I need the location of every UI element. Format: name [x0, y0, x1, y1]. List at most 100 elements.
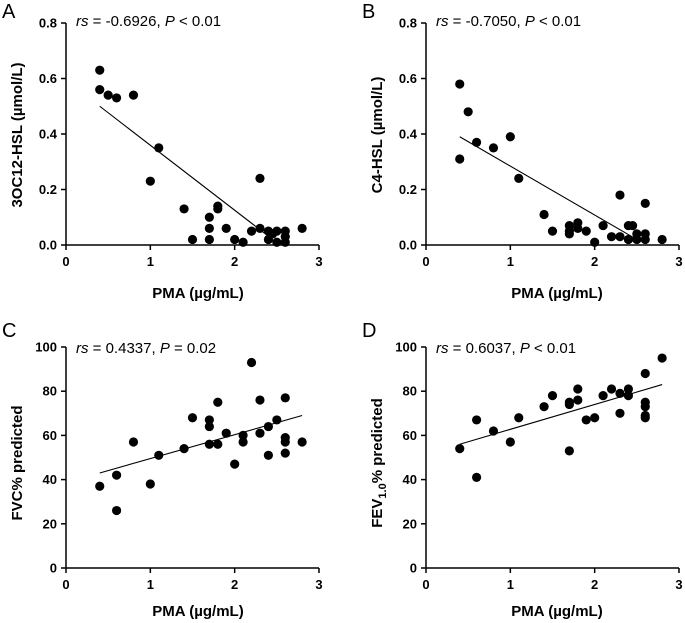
panel-b-data-point	[564, 229, 574, 239]
panel-c-data-point	[204, 415, 214, 425]
panel-b-data-point	[606, 232, 617, 242]
panel-c-data-point	[204, 439, 214, 449]
panel-c-data-point	[255, 395, 265, 405]
panel-a-plot: 0 1 2 3 0.0 0.2 0.4 0.6 0.8	[39, 16, 323, 270]
panel-c-data-point	[213, 397, 223, 407]
panel-d-x-tick-label: 2	[591, 577, 598, 592]
panel-c-stat: rs = 0.4337, P = 0.02	[76, 340, 216, 357]
panel-c-data-point	[280, 448, 290, 458]
panel-a-stat: rs = -0.6926, P < 0.01	[76, 13, 221, 30]
panel-c-data-point	[263, 450, 273, 460]
panel-d-stat: rs = 0.6037, P < 0.01	[436, 340, 576, 357]
panel-c-data-point	[221, 428, 231, 438]
panel-b-y-tick-label: 0.4	[399, 127, 418, 142]
panel-c-y-tick-label: 60	[43, 428, 57, 443]
panel-a-data-point	[204, 212, 214, 222]
panel-a-y-tick-label: 0.4	[39, 127, 58, 142]
panel-c-x-tick-label: 1	[147, 577, 154, 592]
panel-c-data-point	[238, 430, 248, 440]
panel-b-data-point	[488, 143, 499, 153]
panel-c-data-point	[238, 437, 248, 447]
panel-c: C rs = 0.4337, P = 0.02 PMA (µg/mL) FVC%…	[2, 320, 323, 620]
panel-b-data-point	[472, 137, 482, 147]
panel-d-plot: 0 1 2 3 0 20 40 60 80 100	[395, 340, 682, 593]
panel-b-stat: rs = -0.7050, P < 0.01	[436, 13, 581, 30]
panel-a: A rs = -0.6926, P < 0.01 PMA (µg/mL) 3OC…	[2, 1, 323, 302]
panel-b-data-point	[640, 198, 650, 208]
panel-a-data-point	[255, 223, 265, 233]
panel-a-data-point	[272, 226, 282, 236]
panel-c-data-point	[297, 437, 307, 447]
panel-d-data-point	[564, 399, 574, 410]
panel-d: D rs = 0.6037, P < 0.01 PMA (µg/mL) FEV1…	[362, 320, 683, 620]
panel-a-data-point	[95, 65, 105, 75]
panel-c-data-point	[213, 439, 223, 449]
panel-d-x-tick-label: 3	[675, 577, 682, 592]
panel-b-data-point	[590, 237, 600, 247]
panel-a-data-point	[230, 234, 240, 245]
panel-c-data-point	[187, 413, 198, 423]
panel-a-data-point	[238, 237, 248, 247]
panel-c-data-point	[112, 505, 122, 516]
panel-b-y-tick-label: 0.6	[399, 71, 417, 86]
panel-c-data-point	[204, 421, 214, 432]
panel-a-data-point	[179, 204, 189, 214]
panel-a-fit-line	[99, 105, 273, 240]
panel-d-x-tick-label: 1	[507, 577, 514, 592]
panel-c-y-tick-label: 20	[43, 516, 57, 531]
panel-b-data-point	[581, 226, 591, 236]
panel-d-x-tick-label: 0	[422, 577, 429, 592]
panel-b-y-tick-label: 0.8	[399, 16, 417, 31]
panel-d-data-point	[590, 413, 600, 423]
panel-d-data-point	[606, 384, 617, 394]
panel-c-y-tick-label: 100	[35, 340, 57, 355]
panel-a-data-point	[187, 234, 198, 245]
panel-a-y-tick-label: 0.8	[39, 16, 57, 31]
panel-c-plot: 0 1 2 3 0 20 40 60 80 100	[35, 340, 322, 593]
panel-b-letter: B	[362, 1, 375, 23]
panel-d-data-point	[564, 446, 574, 456]
panel-a-letter: A	[2, 1, 16, 23]
panel-a-data-point	[128, 90, 139, 100]
panel-c-y-tick-label: 80	[43, 384, 57, 399]
panel-a-data-point	[280, 237, 290, 247]
panel-b-x-tick-label: 2	[591, 254, 598, 269]
panel-d-data-point	[640, 402, 650, 412]
panel-b-data-point	[657, 234, 667, 245]
panel-a-data-point	[112, 93, 122, 103]
panel-d-xlabel: PMA (µg/mL)	[511, 603, 602, 620]
panel-d-data-point	[623, 391, 634, 401]
panel-d-ylabel: FEV1.0% predicted	[369, 398, 389, 528]
panel-b-x-tick-label: 3	[675, 254, 682, 269]
panel-d-data-point	[488, 426, 499, 436]
panel-c-data-point	[128, 437, 139, 447]
panel-a-x-tick-label: 3	[315, 254, 322, 269]
panel-c-x-tick-label: 3	[315, 577, 322, 592]
panel-b-xlabel: PMA (µg/mL)	[511, 285, 602, 302]
panel-d-data-point	[623, 384, 634, 394]
panel-a-x-tick-label: 2	[231, 254, 238, 269]
panel-c-letter: C	[2, 320, 16, 342]
panel-c-data-point	[112, 470, 122, 480]
panel-b-data-point	[623, 234, 634, 245]
panel-b-data-point	[615, 232, 625, 242]
panel-a-data-point	[246, 226, 257, 236]
panel-c-xlabel: PMA (µg/mL)	[152, 603, 243, 620]
panel-c-y-tick-label: 0	[50, 561, 57, 576]
panel-a-data-point	[204, 223, 214, 233]
panel-c-data-point	[95, 481, 105, 491]
panel-a-data-point	[213, 204, 223, 214]
panel-b-data-point	[514, 173, 524, 183]
panel-d-data-point	[615, 408, 625, 418]
panel-b-y-tick-label: 0.2	[399, 182, 417, 197]
panel-b-data-point	[539, 209, 549, 220]
panel-b-y-tick-label: 0.0	[399, 238, 417, 253]
panel-d-data-point	[615, 388, 625, 399]
panel-b-x-tick-label: 1	[507, 254, 514, 269]
panel-b-ylabel: C4-HSL (µmol/L)	[369, 77, 386, 194]
panel-a-y-tick-label: 0.6	[39, 71, 57, 86]
panel-d-y-tick-label: 0	[410, 561, 417, 576]
panel-a-data-point	[255, 173, 265, 183]
panel-b-data-point	[455, 79, 465, 89]
